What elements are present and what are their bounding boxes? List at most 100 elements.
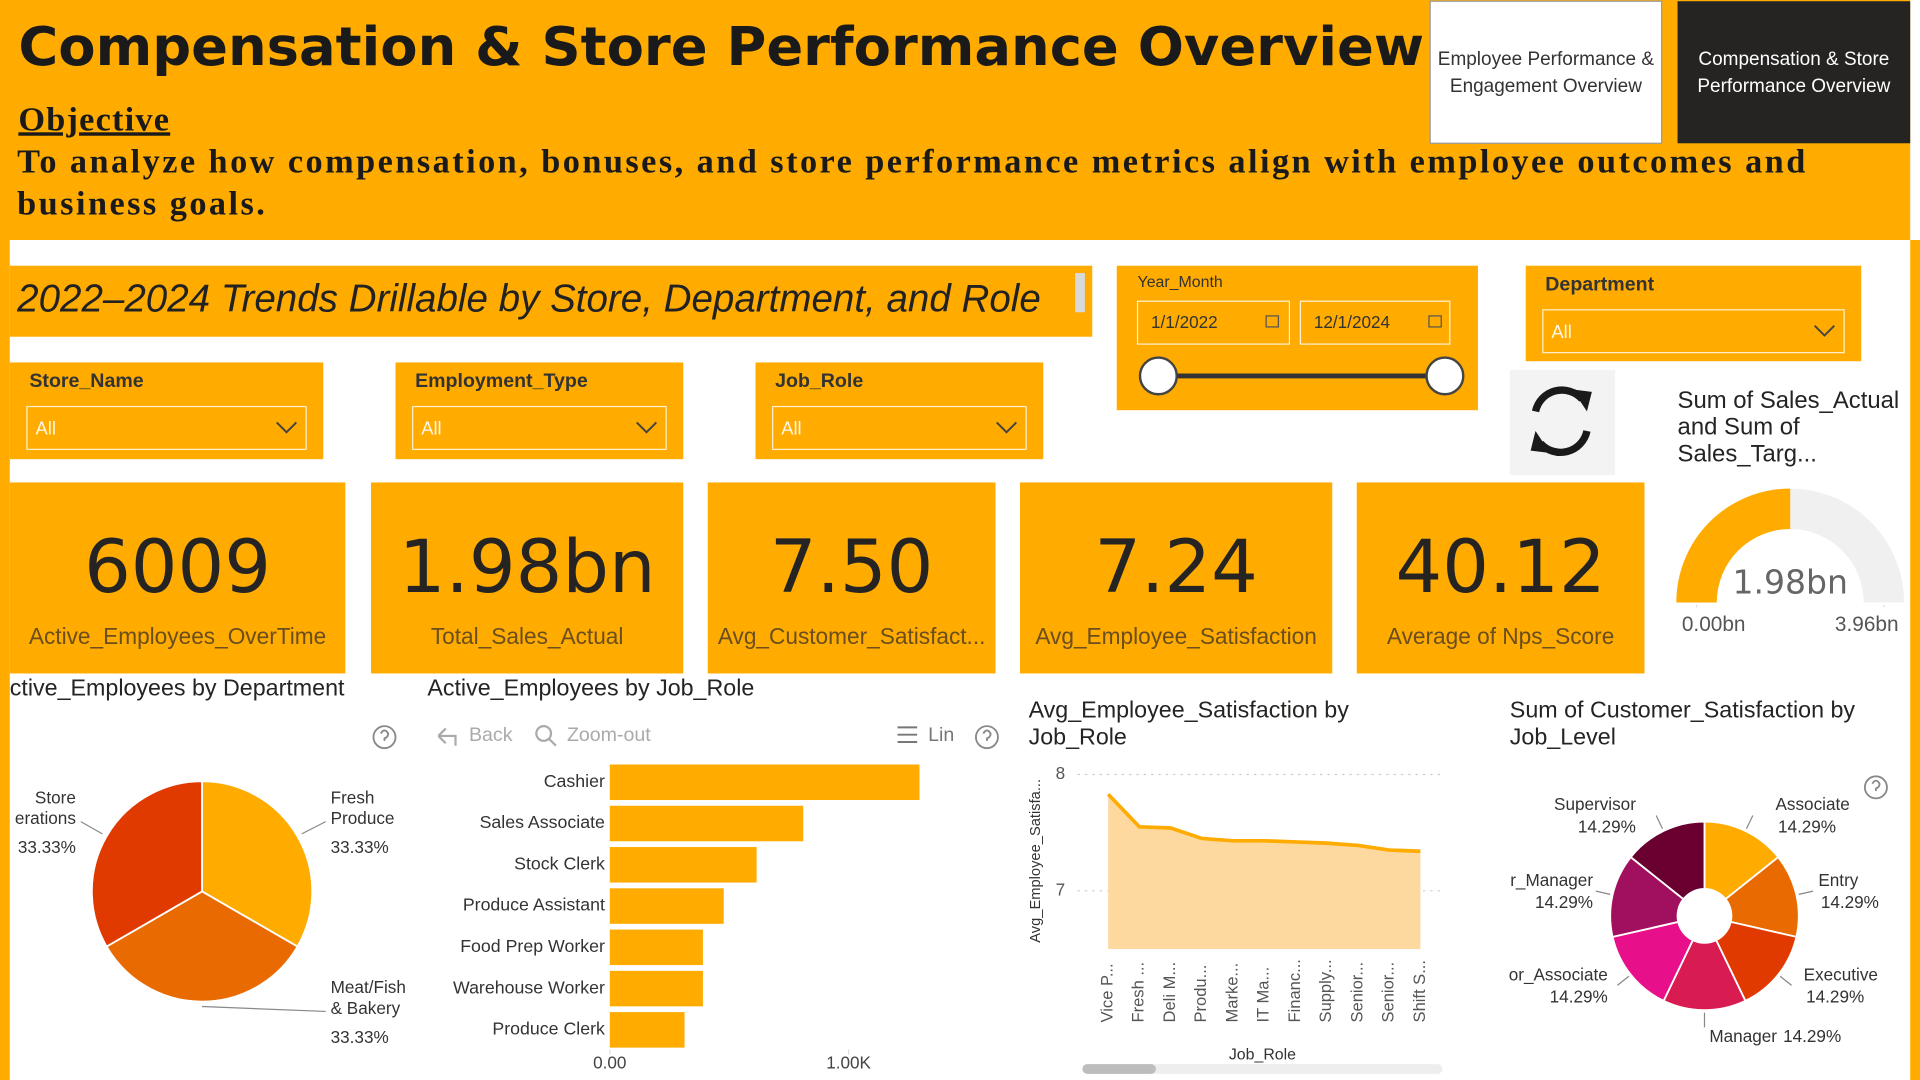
- donut-value-label: 14.29%: [1806, 986, 1864, 1006]
- calendar-icon[interactable]: [1428, 315, 1442, 328]
- donut-value-label: 14.29%: [1778, 816, 1836, 836]
- dropdown-value[interactable]: All: [1551, 321, 1571, 342]
- gauge-tick-label: 3.96bn: [1835, 613, 1899, 636]
- donut-value-label: 14.29%: [1783, 1026, 1841, 1046]
- bar: [609, 764, 920, 801]
- dropdown[interactable]: [772, 405, 1027, 450]
- kpi-card: [371, 482, 684, 674]
- leader-line: [301, 821, 326, 835]
- nav-label[interactable]: Employee Performance & Engagement Overvi…: [1437, 48, 1655, 97]
- leader-line: [1798, 890, 1814, 895]
- y-tick-label: 8: [1056, 763, 1066, 783]
- back-icon[interactable]: [437, 727, 457, 746]
- chevron: [1814, 325, 1835, 337]
- pie-label-box: Meat/Fish & Bakery: [330, 977, 406, 1018]
- kpi-card: [1356, 482, 1645, 674]
- refresh-bg: [1509, 369, 1616, 476]
- kpi-label: Active_Employees_OverTime: [29, 623, 326, 649]
- gauge-tick-label: 0.00bn: [1682, 613, 1746, 636]
- date-start[interactable]: 1/1/2022: [1151, 312, 1218, 332]
- calendar-icon[interactable]: [1265, 315, 1279, 328]
- chart-title: Avg_Employee_Satisfaction by Job_Role: [1028, 697, 1349, 751]
- slicer-label: Store_Name: [29, 370, 143, 392]
- nav-button-active[interactable]: [1677, 1, 1911, 144]
- slicer-label: Department: [1545, 273, 1654, 295]
- bar: [609, 929, 703, 966]
- date-input[interactable]: [1136, 300, 1291, 345]
- donut-label-name: Manager: [1709, 1026, 1777, 1046]
- x-tick-label: Senior...: [1379, 962, 1398, 1023]
- bar: [609, 888, 724, 924]
- dropdown[interactable]: [26, 405, 307, 450]
- gauge-fill: [1676, 488, 1791, 603]
- x-tick-label: Deli M...: [1160, 962, 1179, 1023]
- donut-label: Supervisor: [1554, 794, 1636, 814]
- donut-value-label: 14.29%: [1578, 816, 1636, 836]
- help-icon[interactable]: [1863, 775, 1888, 800]
- dropdown-value[interactable]: All: [781, 418, 801, 439]
- kpi-label: Avg_Employee_Satisfaction: [1035, 623, 1317, 649]
- slicer: [9, 362, 324, 460]
- x-tick-label: Fresh ...: [1129, 962, 1148, 1023]
- pie-label: Meat/Fish & Bakery: [330, 977, 406, 1018]
- kpi-card: [707, 482, 996, 674]
- date-end[interactable]: 12/1/2024: [1314, 312, 1391, 332]
- donut-slice: [1611, 920, 1695, 1003]
- x-tick-label: Vice P...: [1098, 963, 1117, 1022]
- donut-value-label: 14.29%: [1535, 892, 1593, 912]
- chart-title: Sum of Customer_Satisfaction by Job_Leve…: [1509, 697, 1856, 751]
- donut-label: Entry: [1818, 870, 1858, 890]
- slicer: [1525, 265, 1862, 362]
- dropdown[interactable]: [1542, 309, 1845, 354]
- refresh-arrow: [1530, 431, 1551, 454]
- chart-title: Active_Employees by Job_Role: [427, 675, 754, 701]
- list-icon[interactable]: [897, 726, 918, 744]
- toolbar-lin[interactable]: Lin: [928, 724, 954, 746]
- leader-line: [80, 821, 103, 835]
- donut-slice: [1609, 855, 1685, 938]
- zoom-icon-handle: [547, 737, 557, 747]
- x-tick-label: IT Ma...: [1254, 967, 1273, 1023]
- donut-slice: [1662, 938, 1747, 1012]
- x-tick-label: Supply...: [1316, 959, 1335, 1022]
- objective-text: To analyze how compensation, bonuses, an…: [17, 143, 1808, 223]
- nav-button[interactable]: [1429, 0, 1663, 144]
- slider-handle[interactable]: [1138, 356, 1178, 396]
- toolbar-back[interactable]: Back: [469, 724, 513, 746]
- pie-slice: [105, 890, 299, 1003]
- donut-label: Manager 14.29%: [1709, 1026, 1841, 1046]
- slider-handle[interactable]: [1425, 356, 1465, 396]
- y-tick-label: Stock Clerk: [514, 853, 605, 873]
- pie-slice: [201, 780, 314, 948]
- kpi-card: [1020, 482, 1333, 674]
- scrollbar-thumb[interactable]: [1082, 1064, 1156, 1074]
- objective-label: Objective: [18, 100, 170, 138]
- pie-label: Store erations: [14, 787, 76, 828]
- scrollbar[interactable]: [1075, 273, 1085, 313]
- kpi-value: 7.50: [770, 525, 934, 610]
- dropdown-value[interactable]: All: [421, 418, 441, 439]
- y-tick-label: Warehouse Worker: [453, 977, 605, 997]
- zoom-icon[interactable]: [535, 725, 553, 742]
- toolbar-zoom-out[interactable]: Zoom-out: [567, 724, 651, 746]
- kpi-value: 6009: [84, 525, 271, 610]
- refresh-arrow: [1572, 389, 1592, 412]
- nav-label[interactable]: Compensation & Store Performance Overvie…: [1697, 48, 1891, 97]
- x-tick-label: 0.00: [593, 1053, 626, 1073]
- slicer-label: Year_Month: [1138, 274, 1223, 291]
- dropdown[interactable]: [412, 405, 667, 450]
- date-input[interactable]: [1299, 300, 1451, 345]
- donut-value-label: 14.29%: [1550, 986, 1608, 1006]
- help-glyph: [1871, 779, 1881, 792]
- slicer-label: Employment_Type: [415, 370, 588, 392]
- help-icon[interactable]: [975, 725, 999, 750]
- y-tick-label: Produce Clerk: [492, 1019, 605, 1039]
- area-fill: [1108, 794, 1421, 949]
- x-tick-label: Financ...: [1285, 959, 1304, 1022]
- dropdown-value[interactable]: All: [36, 418, 56, 439]
- slicer-label: Job_Role: [775, 370, 863, 392]
- help-icon[interactable]: [372, 725, 397, 750]
- help-glyph: [982, 729, 992, 741]
